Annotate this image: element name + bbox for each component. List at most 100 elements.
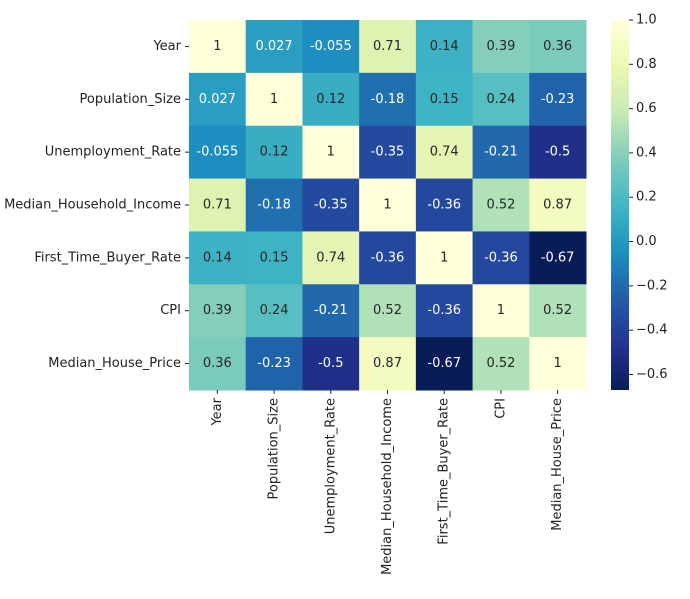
y-tick-label: Median_House_Price bbox=[48, 356, 181, 371]
heatmap-cell bbox=[359, 337, 417, 391]
cell-value-label: -0.5 bbox=[545, 145, 570, 160]
heatmap-cell bbox=[529, 20, 587, 74]
cell-value-label: 1 bbox=[327, 145, 335, 160]
heatmap-cell bbox=[302, 284, 360, 338]
heatmap-cell bbox=[359, 125, 417, 180]
x-tick-label: First_Time_Buyer_Rate bbox=[437, 398, 452, 545]
x-tick-label: CPI bbox=[493, 398, 508, 419]
heatmap-cell bbox=[189, 72, 247, 127]
cell-value-label: -0.36 bbox=[371, 250, 405, 265]
y-axis-tick-labels: Year Population_Size Unemployment_Rate Medi… bbox=[4, 39, 189, 371]
heatmap-cell bbox=[529, 337, 587, 391]
heatmap-cell bbox=[415, 284, 474, 338]
cell-value-label: 0.15 bbox=[260, 250, 289, 265]
heatmap-cell bbox=[472, 284, 530, 338]
cell-value-label: 0.14 bbox=[430, 39, 459, 54]
cell-value-label: -0.35 bbox=[371, 145, 405, 160]
colorbar-tick-label: 0.2 bbox=[636, 190, 657, 205]
cell-value-label: -0.36 bbox=[427, 303, 461, 318]
cell-value-label: -0.23 bbox=[257, 356, 291, 371]
heatmap-cell bbox=[529, 284, 587, 338]
y-tick-label: CPI bbox=[160, 303, 181, 318]
y-tick-label: Population_Size bbox=[80, 92, 182, 107]
heatmap-cell bbox=[472, 337, 530, 391]
x-tick-label: Median_Household_Income bbox=[380, 398, 395, 575]
cell-value-label: -0.055 bbox=[196, 145, 238, 160]
heatmap-cell bbox=[302, 178, 360, 232]
cell-value-label: 0.52 bbox=[543, 303, 572, 318]
cell-value-label: -0.18 bbox=[371, 92, 405, 107]
x-tick-label: Year bbox=[210, 397, 225, 426]
heatmap-cell bbox=[245, 231, 303, 285]
heatmap-cell bbox=[359, 284, 417, 338]
heatmap-cell bbox=[189, 178, 247, 232]
heatmap-cell bbox=[245, 20, 303, 74]
heatmap-cell bbox=[472, 72, 530, 127]
cell-value-label: 0.74 bbox=[430, 145, 459, 160]
cell-value-label: -0.36 bbox=[427, 198, 461, 213]
heatmap-cell bbox=[472, 125, 530, 180]
colorbar-tick-label: 0.6 bbox=[636, 101, 657, 116]
cell-value-label: -0.36 bbox=[484, 250, 518, 265]
cell-value-label: 0.52 bbox=[486, 356, 515, 371]
colorbar-tick-label: −0.6 bbox=[636, 367, 668, 382]
colorbar: −0.6 −0.4 −0.2 0.0 0.2 0.4 0.6 0.8 1.0 bbox=[611, 13, 668, 390]
y-tick-label: Year bbox=[152, 39, 181, 54]
cell-value-label: -0.055 bbox=[310, 39, 352, 54]
cell-value-label: -0.67 bbox=[427, 356, 461, 371]
heatmap-cell bbox=[359, 178, 417, 232]
colorbar-tick-label: 0.4 bbox=[636, 145, 657, 160]
cell-value-label: 0.36 bbox=[203, 356, 232, 371]
cell-value-label: 0.52 bbox=[373, 303, 402, 318]
colorbar-tick-label: −0.2 bbox=[636, 278, 668, 293]
cell-value-label: 0.12 bbox=[316, 92, 345, 107]
colorbar-tick-label: −0.4 bbox=[636, 323, 668, 338]
heatmap-cell bbox=[359, 20, 417, 74]
cell-value-label: 0.39 bbox=[203, 303, 232, 318]
colorbar-tick-label: 0.8 bbox=[636, 57, 657, 72]
colorbar-gradient bbox=[611, 20, 629, 390]
heatmap-cell bbox=[302, 125, 360, 180]
cell-value-label: 0.15 bbox=[430, 92, 459, 107]
heatmap-cell bbox=[302, 231, 360, 285]
heatmap-cell bbox=[302, 20, 360, 74]
heatmap-cell bbox=[529, 178, 587, 232]
heatmap-cell bbox=[472, 20, 530, 74]
y-tick-label: Median_Household_Income bbox=[4, 198, 181, 213]
heatmap-cell bbox=[302, 337, 360, 391]
colorbar-tick-label: 0.0 bbox=[636, 234, 657, 249]
heatmap-cell bbox=[245, 337, 303, 391]
cell-value-label: 0.74 bbox=[316, 250, 345, 265]
cell-value-label: 1 bbox=[270, 92, 278, 107]
cell-value-label: 0.027 bbox=[255, 39, 292, 54]
heatmap-cell bbox=[415, 125, 474, 180]
heatmap-cells: 1 0.027 -0.055 0.71 0.14 0.39 0.36 0.027 1 0.12 -0… bbox=[189, 20, 587, 391]
heatmap-cell bbox=[245, 125, 303, 180]
cell-value-label: 0.027 bbox=[199, 92, 236, 107]
heatmap-cell bbox=[415, 178, 474, 232]
cell-value-label: 0.87 bbox=[373, 356, 402, 371]
heatmap-cell bbox=[359, 72, 417, 127]
cell-value-label: 1 bbox=[383, 198, 391, 213]
cell-value-label: 0.12 bbox=[260, 145, 289, 160]
x-tick-label: Population_Size bbox=[267, 398, 282, 500]
heatmap-cell bbox=[472, 178, 530, 232]
cell-value-label: 1 bbox=[213, 39, 221, 54]
cell-value-label: 0.71 bbox=[203, 198, 232, 213]
heatmap-cell bbox=[529, 72, 587, 127]
cell-value-label: 1 bbox=[497, 303, 505, 318]
heatmap-cell bbox=[529, 125, 587, 180]
cell-value-label: -0.35 bbox=[314, 198, 348, 213]
heatmap-cell bbox=[529, 231, 587, 285]
heatmap-cell bbox=[415, 231, 474, 285]
x-tick-label: Median_House_Price bbox=[550, 398, 565, 531]
cell-value-label: 1 bbox=[554, 356, 562, 371]
cell-value-label: -0.5 bbox=[318, 356, 343, 371]
heatmap-cell bbox=[245, 178, 303, 232]
heatmap-cell bbox=[415, 72, 474, 127]
cell-value-label: -0.67 bbox=[541, 250, 575, 265]
heatmap-cell bbox=[245, 284, 303, 338]
cell-value-label: 0.24 bbox=[486, 92, 515, 107]
